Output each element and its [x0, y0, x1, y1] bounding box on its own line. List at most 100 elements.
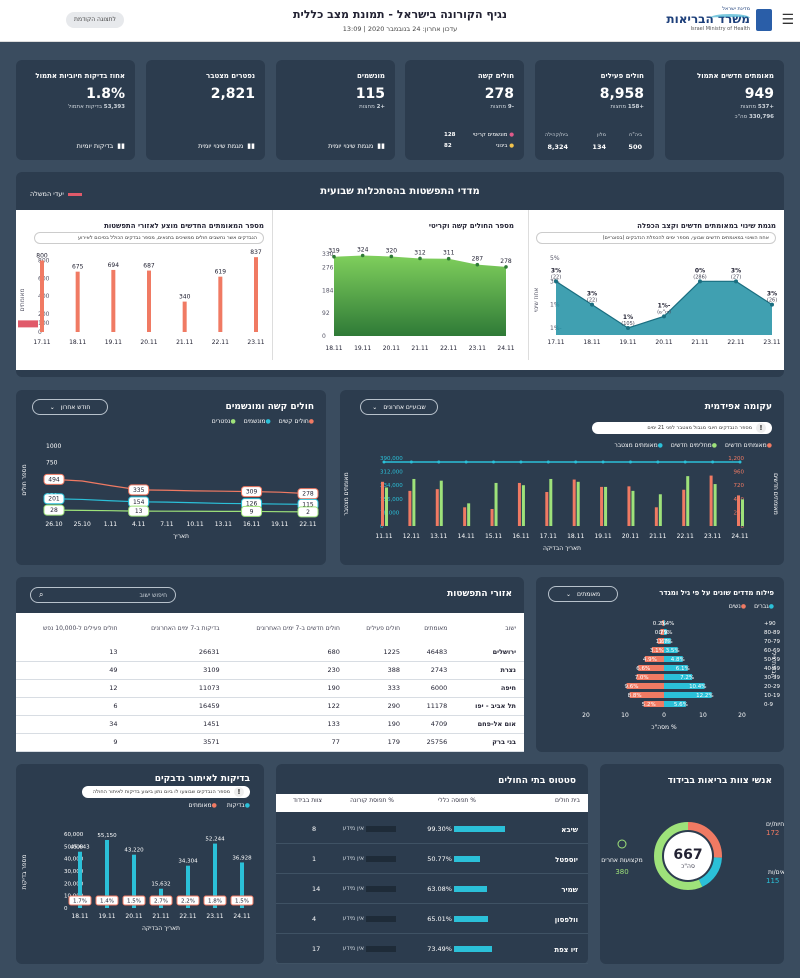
bar[interactable] [654, 507, 658, 526]
bar-female[interactable] [651, 647, 664, 653]
bar[interactable] [111, 269, 116, 332]
bar[interactable] [686, 476, 690, 526]
bar[interactable] [240, 862, 244, 908]
bar[interactable] [40, 260, 44, 332]
bar[interactable] [713, 484, 717, 526]
bar-female[interactable] [636, 674, 664, 680]
bar-male[interactable] [664, 683, 705, 689]
bar-female[interactable] [660, 629, 664, 635]
table-row[interactable]: חיפה 6000 333 190 11073 12 [16, 679, 524, 698]
epi-period-dropdown[interactable]: שבועיים אחרונים ⌄ [360, 399, 438, 415]
bar-female[interactable] [629, 692, 664, 698]
bar[interactable] [517, 482, 521, 526]
kpi-card[interactable]: מאומתים חדשים אתמול 949 +537 מחצות 330,796 … [665, 60, 784, 160]
bar[interactable] [254, 257, 258, 332]
bar[interactable] [572, 479, 576, 526]
bar-male[interactable] [664, 701, 686, 707]
severe-period-dropdown[interactable]: חודש אחרון ⌄ [32, 399, 108, 415]
bar[interactable] [741, 499, 744, 526]
bar[interactable] [412, 478, 416, 526]
hospital-header[interactable]: צוות בבידוד [292, 797, 322, 804]
table-header[interactable]: בדיקות ב-7 ימים האחרונים [151, 624, 220, 632]
table-header[interactable]: ישוב [505, 624, 516, 632]
trend-link[interactable]: ▮▮ בדיקות יומיות [76, 142, 125, 150]
hospital-row[interactable]: שיבא 99.30% אין מידע 8 [276, 816, 588, 844]
bar[interactable] [132, 854, 136, 908]
bar[interactable] [549, 478, 553, 526]
bar[interactable] [408, 490, 412, 526]
bar[interactable] [182, 301, 187, 332]
table-row[interactable]: נצרת 2743 388 230 3109 49 [16, 661, 524, 680]
bar[interactable] [75, 271, 80, 332]
bar[interactable] [218, 276, 223, 332]
bar-male[interactable] [664, 620, 665, 626]
bar-female[interactable] [643, 701, 664, 707]
info-icon[interactable] [617, 839, 627, 849]
bar-female[interactable] [657, 638, 664, 644]
bar-male[interactable] [664, 647, 678, 653]
bar[interactable] [490, 509, 494, 526]
table-header[interactable]: חולים פעילים ל-10,000 נפש [42, 624, 118, 632]
age-metric-dropdown[interactable]: מאומתים ⌄ [548, 586, 618, 602]
bar[interactable] [439, 480, 443, 526]
table-row[interactable]: רהט189414198147221 [16, 751, 524, 752]
hospital-header[interactable]: % תפוסת קורונה [350, 797, 394, 804]
hospital-header[interactable]: בית חולים [555, 797, 580, 804]
table-header[interactable]: חולים פעילים [366, 624, 401, 632]
hospital-header[interactable]: % תפוסה כללי [438, 797, 476, 804]
kpi-card[interactable]: חולים קשה 278 -9 מחצות ● מונשמים קריטי 128 ● … [405, 60, 524, 160]
bar-female[interactable] [644, 656, 664, 662]
bar[interactable] [147, 270, 151, 332]
bar[interactable] [627, 486, 631, 526]
hospital-row[interactable]: שמיר 63.08% אין מידע 14 [276, 876, 588, 904]
bar[interactable] [467, 503, 471, 526]
trend-link[interactable]: ▮▮ מגמת שינוי יומית [328, 142, 385, 150]
bar-male[interactable] [664, 692, 712, 698]
table-header[interactable]: חולים חדשים ב-7 ימים האחרונים [256, 624, 340, 632]
table-row[interactable]: תל אביב - יפו 11178 290 122 16459 6 [16, 697, 524, 716]
bar[interactable] [213, 843, 217, 908]
town-search-input[interactable]: חיפוש ישוב ⌕ [30, 587, 176, 603]
hospital-row[interactable]: זיו צפת 73.49% אין מידע 17 [276, 936, 588, 964]
bar[interactable] [463, 507, 467, 526]
bar-female[interactable] [662, 620, 664, 626]
hospital-row[interactable]: וולפסון 65.01% אין מידע 4 [276, 906, 588, 934]
bar[interactable] [737, 495, 740, 526]
bar[interactable] [521, 485, 525, 526]
bar-female[interactable] [626, 683, 664, 689]
table-row[interactable]: ירושלים 46483 1225 680 26631 13 [16, 643, 524, 662]
bar-male[interactable] [664, 674, 693, 680]
kpi-card[interactable]: מונשמים 115 +2 מחצות ▮▮ מגמת שינוי יומית [276, 60, 395, 160]
bar[interactable] [381, 481, 384, 526]
menu-icon[interactable]: ☰ [781, 12, 794, 28]
previous-view-button[interactable]: לתצוגה הקודמת [66, 12, 124, 28]
table-row[interactable]: אום אל-פחם 4709 190 133 1451 34 [16, 715, 524, 734]
table-row[interactable]: בני ברק 25756 179 77 3571 9 [16, 733, 524, 752]
bar-male[interactable] [664, 656, 683, 662]
trend-link[interactable]: ▮▮ מגמת שינוי יומית [198, 142, 255, 150]
bar[interactable] [105, 839, 109, 908]
bar-female[interactable] [638, 665, 664, 671]
bar[interactable] [600, 486, 604, 526]
bar[interactable] [631, 490, 635, 526]
bar[interactable] [682, 489, 686, 526]
kpi-card[interactable]: חולים פעילים 8,958 +158 מחצות בית/קהילה 8,32… [535, 60, 654, 160]
bar[interactable] [186, 865, 190, 908]
bar-male[interactable] [664, 665, 688, 671]
donut-segment[interactable] [654, 822, 722, 890]
bar[interactable] [709, 475, 713, 526]
bar[interactable] [545, 492, 549, 526]
bar[interactable] [435, 489, 439, 526]
table-header[interactable]: מאומתים [424, 624, 448, 632]
kpi-card[interactable]: נפטרים מצטבר 2,821 ▮▮ מגמת שינוי יומית [146, 60, 265, 160]
bar[interactable] [576, 481, 580, 526]
bar[interactable] [604, 486, 608, 526]
bar[interactable] [385, 487, 388, 526]
hospital-row[interactable]: יוספטל 50.77% אין מידע 1 [276, 846, 588, 874]
kpi-card[interactable]: אחוז בדיקות חיוביות אתמול 1.8% 53,393 בדיק… [16, 60, 135, 160]
bar[interactable] [494, 482, 498, 526]
bar-male[interactable] [664, 629, 667, 635]
bar[interactable] [78, 851, 82, 908]
bar-male[interactable] [664, 638, 671, 644]
bar[interactable] [658, 494, 662, 526]
